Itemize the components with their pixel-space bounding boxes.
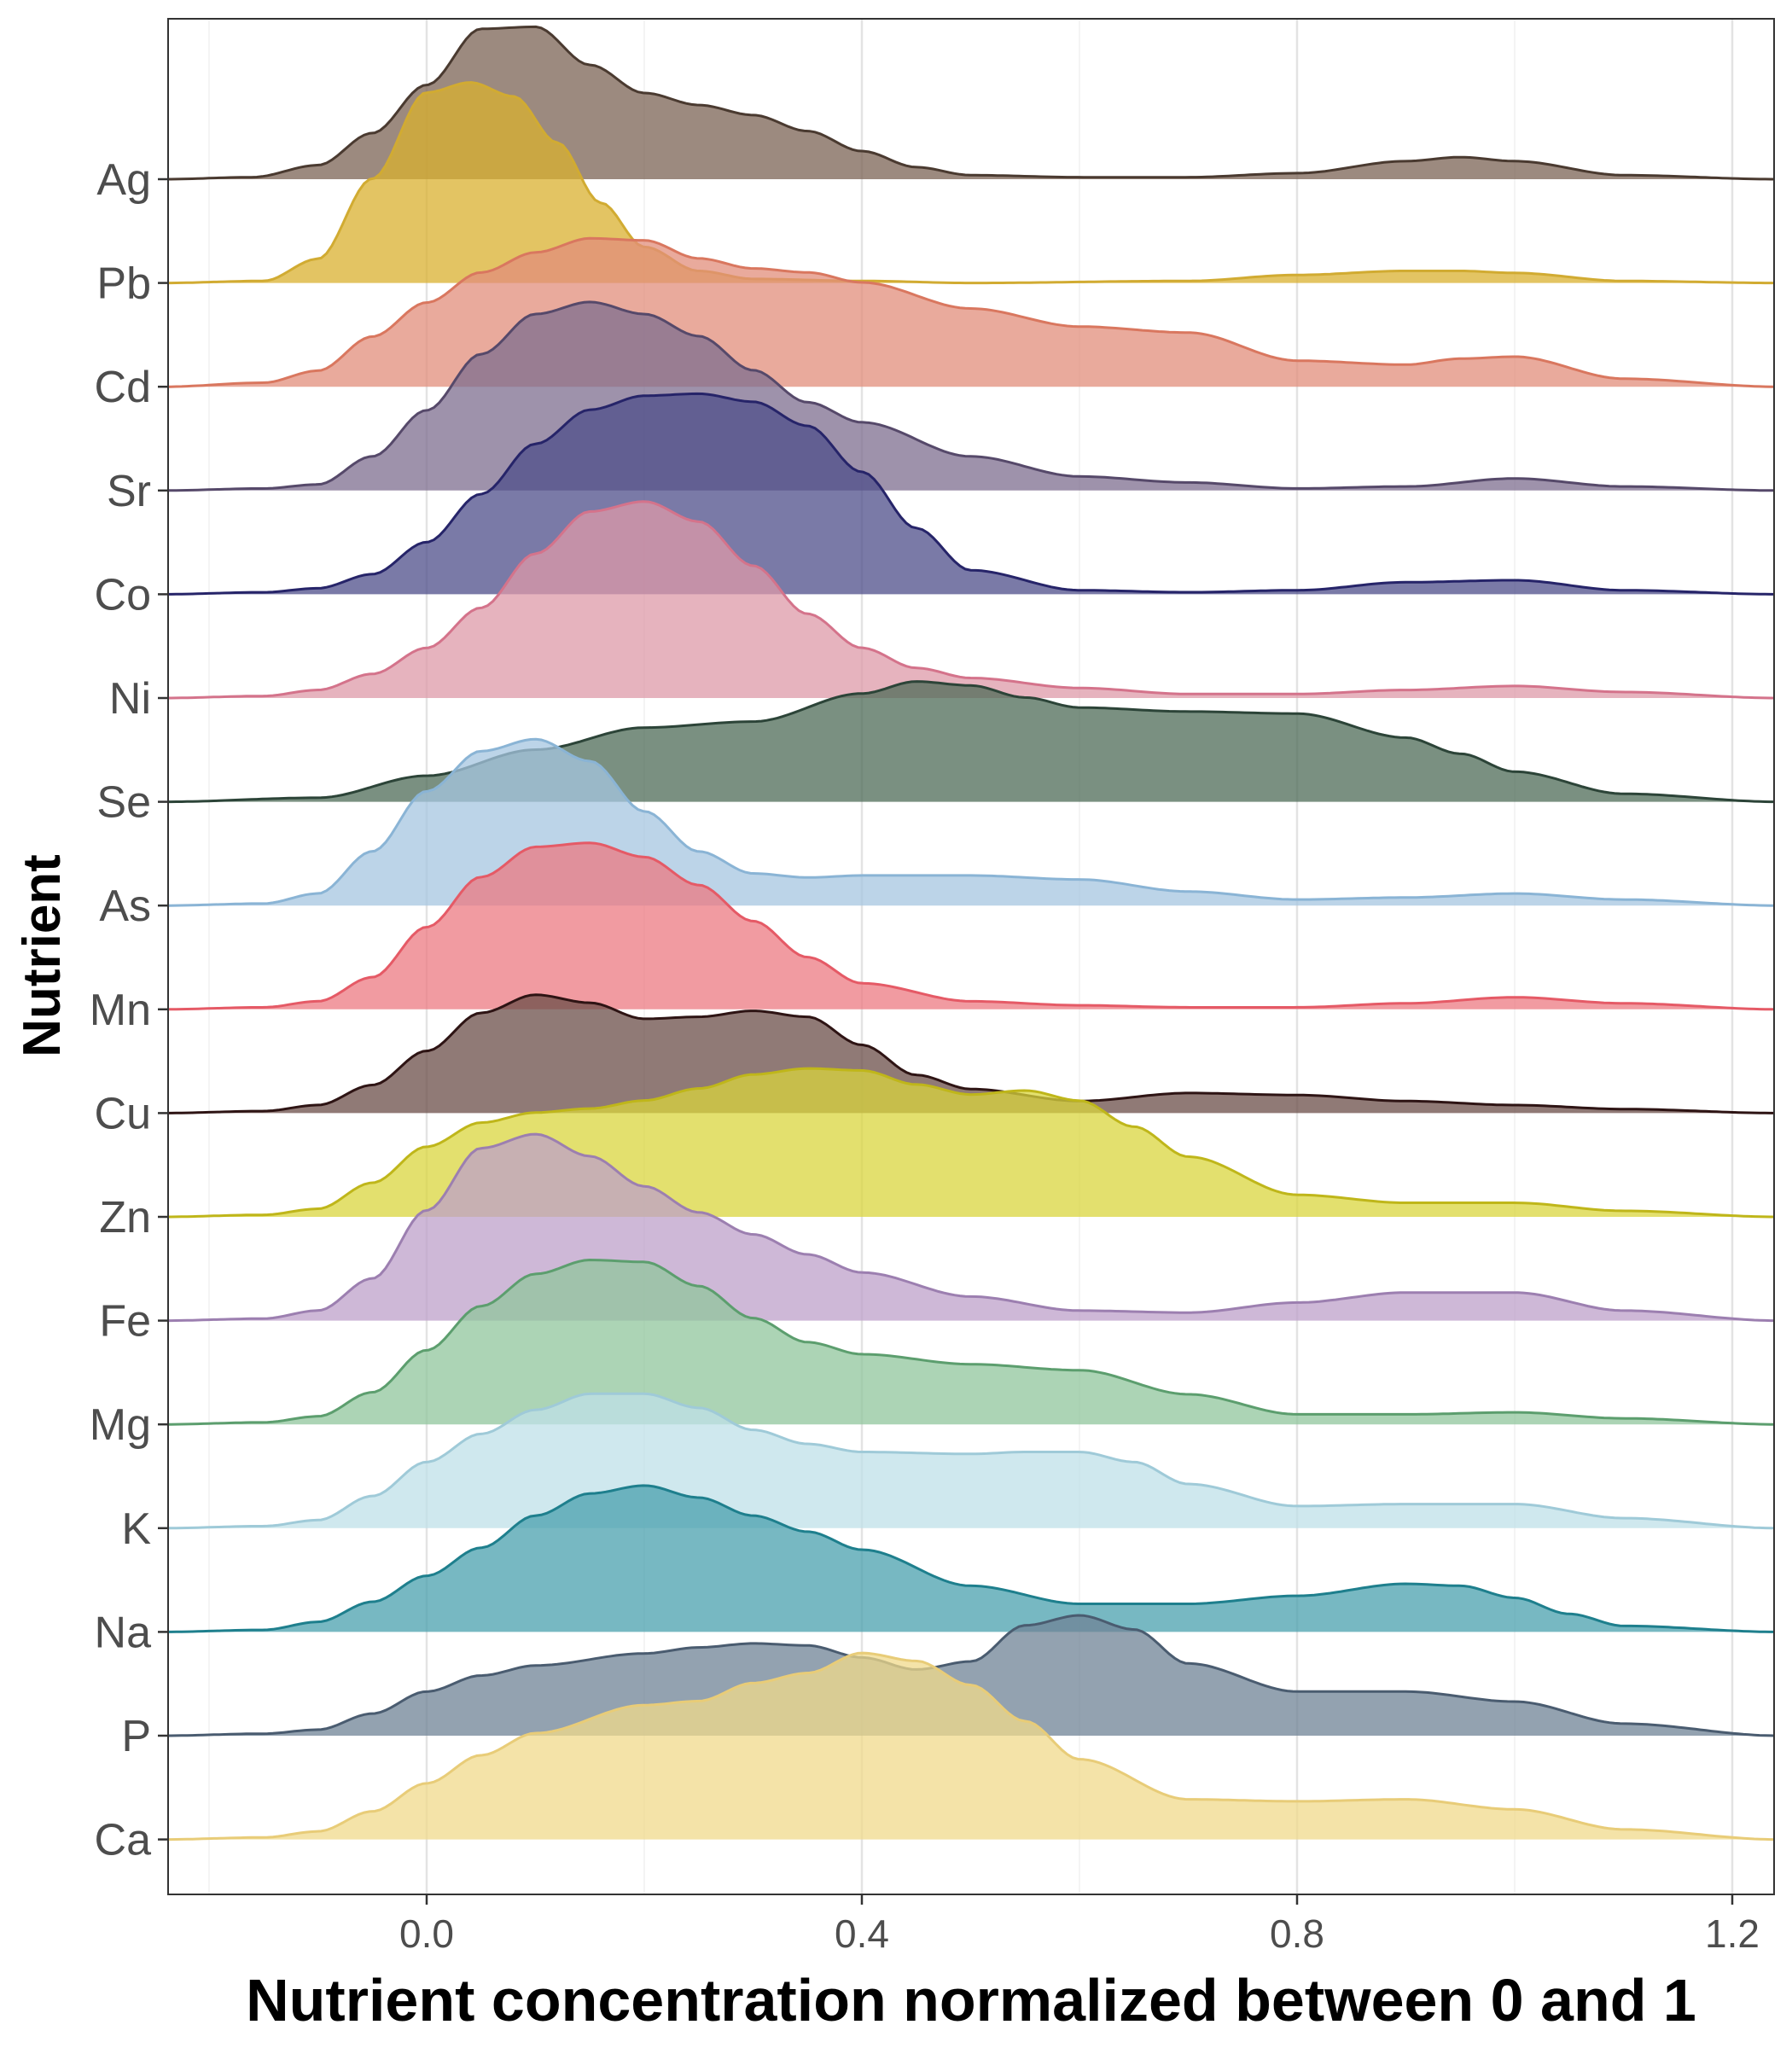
y-tick-label-ag: Ag bbox=[96, 155, 151, 205]
ridge-line-sr bbox=[168, 300, 1774, 492]
ridge-cu bbox=[168, 993, 1774, 1114]
ridge-p bbox=[168, 1614, 1775, 1737]
ridge-line-ag bbox=[168, 25, 1774, 181]
ridge-fill-k bbox=[168, 1393, 1774, 1528]
ridge-line-as bbox=[168, 737, 1774, 907]
ridge-line-k bbox=[168, 1392, 1774, 1530]
y-tick-label-fe: Fe bbox=[99, 1297, 151, 1347]
panel-border bbox=[167, 18, 1775, 1895]
y-tick-label-zn: Zn bbox=[99, 1193, 151, 1242]
x-tick-label-0: 0.0 bbox=[399, 1911, 454, 1956]
ridge-fill-ag bbox=[168, 26, 1774, 180]
y-axis: Ag Pb Cd Sr Co Ni Se As Mn Cu Zn Fe Mg K Na P Ca bbox=[90, 155, 168, 1865]
ridge-fill-na bbox=[168, 1485, 1774, 1632]
y-tick-label-pb: Pb bbox=[96, 259, 151, 309]
x-tick-label-1: 0.4 bbox=[835, 1911, 889, 1956]
y-tick-label-se: Se bbox=[96, 778, 151, 828]
y-tick-label-cu: Cu bbox=[95, 1089, 151, 1138]
x-axis: 0.0 0.4 0.8 1.2 bbox=[399, 1894, 1760, 1956]
ridge-fill-cu bbox=[168, 994, 1774, 1114]
ridge-line-p bbox=[168, 1614, 1775, 1737]
ridge-line-pb bbox=[168, 81, 1774, 285]
ridge-ca bbox=[168, 1651, 1774, 1841]
ridge-line-co bbox=[168, 392, 1774, 596]
y-tick-label-na: Na bbox=[95, 1608, 152, 1657]
ridge-fill-pb bbox=[168, 82, 1774, 283]
x-tick-label-2: 0.8 bbox=[1270, 1911, 1324, 1956]
x-axis-title: Nutrient concentration normalized betwee… bbox=[246, 1967, 1696, 2033]
ridge-line-mn bbox=[168, 841, 1774, 1011]
y-tick-label-cd: Cd bbox=[95, 363, 151, 412]
density-ridges bbox=[168, 25, 1775, 1841]
ridge-line-zn bbox=[168, 1067, 1774, 1219]
ridge-line-ni bbox=[168, 500, 1774, 700]
ridge-fill-mn bbox=[168, 842, 1774, 1009]
y-tick-label-co: Co bbox=[95, 570, 151, 620]
y-tick-label-ca: Ca bbox=[95, 1816, 152, 1865]
ridge-line-cu bbox=[168, 993, 1774, 1114]
y-tick-label-k: K bbox=[121, 1504, 151, 1554]
ridge-ni bbox=[168, 500, 1774, 700]
ridge-fill-ni bbox=[168, 501, 1774, 698]
ridge-line-ca bbox=[168, 1651, 1774, 1841]
ridge-na bbox=[168, 1484, 1774, 1633]
ridge-fill-ca bbox=[168, 1653, 1774, 1840]
y-tick-label-mg: Mg bbox=[90, 1400, 151, 1450]
ridge-fill-p bbox=[168, 1615, 1774, 1736]
ridge-k bbox=[168, 1392, 1774, 1530]
ridge-line-fe bbox=[168, 1132, 1774, 1323]
x-tick-label-3: 1.2 bbox=[1705, 1911, 1760, 1956]
y-tick-label-mn: Mn bbox=[90, 986, 151, 1035]
y-tick-label-p: P bbox=[121, 1712, 151, 1761]
ridge-pb bbox=[168, 81, 1774, 285]
y-tick-label-ni: Ni bbox=[109, 674, 151, 724]
ridge-line-cd bbox=[168, 236, 1774, 388]
ridge-mg bbox=[168, 1258, 1774, 1426]
ridge-line-na bbox=[168, 1484, 1774, 1633]
ridge-ag bbox=[168, 25, 1774, 181]
ridge-mn bbox=[168, 841, 1774, 1011]
y-tick-label-as: As bbox=[99, 881, 151, 931]
y-tick-label-sr: Sr bbox=[107, 467, 151, 516]
y-axis-title: Nutrient bbox=[13, 854, 72, 1057]
ridge-line-se bbox=[168, 680, 1774, 804]
ridge-fill-mg bbox=[168, 1260, 1774, 1425]
ridge-line-mg bbox=[168, 1258, 1774, 1426]
